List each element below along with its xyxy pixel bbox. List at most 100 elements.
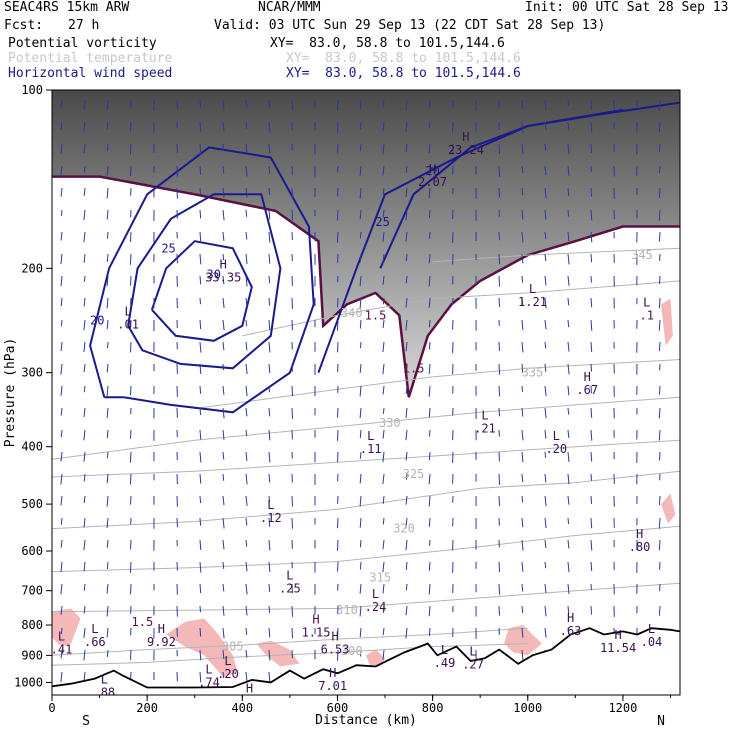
wind-vector (268, 209, 271, 220)
wind-vector (382, 143, 385, 155)
extremum-value: .1 (639, 309, 653, 323)
wind-vector (60, 561, 63, 572)
wind-vector (428, 363, 431, 374)
wind-vector (428, 275, 431, 287)
pink-shaded-area (661, 493, 676, 524)
wind-vector (590, 143, 593, 153)
wind-vector (106, 407, 109, 419)
wind-vector (268, 649, 271, 661)
wind-vector (268, 539, 271, 551)
wind-vector (567, 209, 570, 217)
wind-vector (83, 495, 86, 503)
wind-vector (359, 649, 362, 657)
wind-vector (567, 319, 570, 328)
wind-vector (245, 495, 248, 506)
wind-vector (382, 121, 385, 132)
wind-vector (199, 473, 202, 484)
x-tick-label: 400 (231, 701, 253, 715)
wind-vector (60, 495, 63, 506)
extremum-value: .74 (198, 675, 220, 689)
wind-vector (245, 385, 248, 397)
wind-vector (106, 517, 109, 528)
wind-vector (83, 275, 86, 282)
wind-vector (521, 561, 524, 572)
wind-vector (106, 583, 109, 594)
wind-vector (245, 143, 248, 154)
wind-vector (382, 253, 385, 265)
wind-vector (498, 231, 500, 241)
extremum-marker: H (220, 257, 227, 271)
extremum-value: 7.01 (318, 679, 347, 693)
extremum-value: .27 (462, 657, 484, 671)
extremum-value: .12 (260, 511, 282, 525)
wind-vector (245, 583, 248, 595)
wind-vector (521, 385, 523, 392)
wind-vector (521, 319, 524, 331)
wind-vector (590, 495, 593, 504)
extremum-value: .41 (51, 643, 73, 657)
field-wind-xy: XY= 83.0, 58.8 to 101.5,144.6 (286, 66, 521, 81)
wind-vector (268, 231, 271, 243)
wind-vector (60, 99, 63, 107)
wind-vector (61, 693, 63, 695)
wind-vector (199, 451, 202, 463)
extremum-marker: H (246, 682, 253, 696)
wind-vector (590, 99, 593, 111)
theta-contour (242, 280, 680, 337)
wind-vector (382, 451, 385, 463)
extremum-marker: H (429, 162, 436, 176)
extremum-marker: L (101, 673, 108, 687)
extremum-value: .67 (576, 383, 598, 397)
wind-vector (567, 121, 570, 131)
wind-vector (268, 143, 271, 155)
y-tick-label: 800 (21, 618, 43, 632)
wind-vector (222, 583, 225, 592)
wind-vector (199, 583, 202, 594)
wind-vector (268, 297, 271, 306)
wind-vector (567, 99, 570, 106)
wind-vector (521, 649, 524, 661)
wind-vector (106, 297, 109, 309)
extremum-marker: H (636, 527, 643, 541)
wind-vector (428, 319, 431, 328)
extremum-value: 1.15 (302, 625, 331, 639)
wind-vector (428, 561, 431, 571)
extremum-marker: H (462, 130, 469, 144)
wind-vector (498, 253, 501, 265)
wind-vector (83, 627, 86, 638)
wind-vector (83, 99, 86, 110)
extremum-marker: H (567, 611, 574, 625)
wind-vector (498, 407, 500, 417)
extremum-value: .66 (84, 635, 106, 649)
wind-vector (60, 473, 63, 485)
x-tick-label: 0 (48, 701, 55, 715)
wind-vector (544, 473, 547, 483)
wind-vector (337, 143, 339, 154)
wind-vector (199, 231, 202, 243)
wind-vector (428, 473, 431, 485)
extremum-value: .25 (279, 581, 301, 595)
wind-vector (382, 363, 385, 375)
wind-vector (106, 363, 109, 373)
wind-vector (60, 275, 63, 287)
wind-vector (245, 429, 248, 437)
wind-vector (199, 627, 202, 637)
wind-vector (498, 495, 501, 507)
wind-vector (222, 539, 225, 550)
wind-vector (268, 275, 271, 284)
wind-vector (106, 319, 109, 329)
extremum-value: .21 (474, 422, 496, 436)
wind-vector (567, 275, 570, 286)
wind-vector (521, 341, 524, 353)
wind-vector (405, 275, 408, 284)
wind-vector (658, 605, 661, 616)
wind-vector (106, 627, 109, 638)
wind-vector (544, 253, 547, 262)
wind-vector (83, 451, 86, 462)
wind-vector (521, 121, 524, 133)
wind-vector (428, 605, 431, 617)
x-tick-label: 600 (327, 701, 349, 715)
wind-vector (245, 605, 248, 616)
wind-vector (382, 495, 385, 504)
wind-vector (222, 99, 225, 111)
